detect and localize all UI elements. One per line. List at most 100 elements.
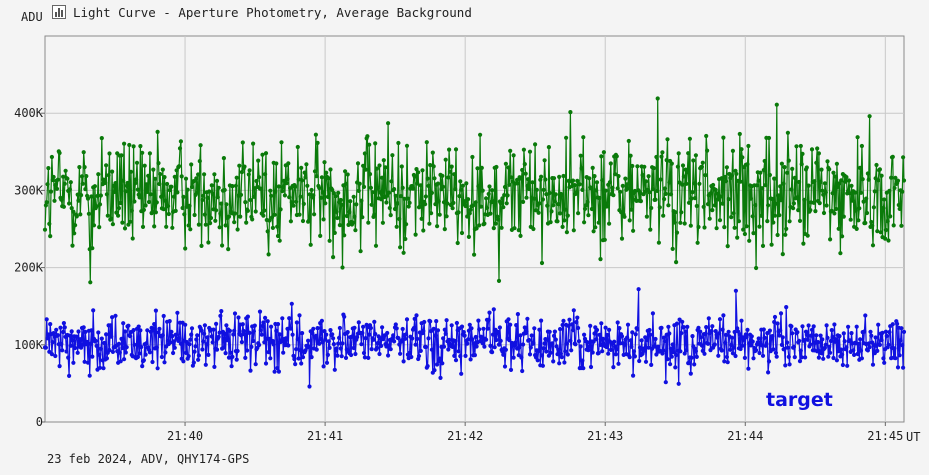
data-point <box>512 226 517 231</box>
data-point <box>254 178 259 184</box>
data-point <box>876 178 881 183</box>
data-point <box>75 350 80 355</box>
data-point <box>152 224 157 229</box>
data-point <box>506 165 511 170</box>
data-point <box>665 357 670 362</box>
data-point <box>636 287 641 292</box>
data-point <box>398 194 404 199</box>
data-point <box>854 226 859 231</box>
data-point <box>411 326 416 331</box>
data-point <box>380 175 385 180</box>
data-point <box>459 230 465 236</box>
data-point <box>769 242 774 247</box>
data-point <box>542 158 547 163</box>
data-point <box>94 343 99 348</box>
data-point <box>613 352 619 357</box>
data-point <box>746 366 751 371</box>
data-point <box>438 375 443 380</box>
data-point <box>548 350 553 355</box>
data-point <box>415 336 420 341</box>
data-point <box>426 183 431 188</box>
data-point <box>863 220 868 226</box>
data-point <box>301 201 306 206</box>
data-point <box>703 173 708 178</box>
y-tick-label: 0 <box>36 415 43 429</box>
data-point <box>209 183 214 188</box>
data-point <box>335 215 340 221</box>
data-point <box>414 167 419 172</box>
data-point <box>88 280 93 285</box>
data-point <box>688 371 693 376</box>
data-point <box>787 362 792 367</box>
data-point <box>295 144 300 150</box>
data-point <box>291 203 296 208</box>
data-point <box>441 344 447 349</box>
data-point <box>775 232 780 238</box>
data-point <box>235 348 240 354</box>
data-point <box>224 323 229 328</box>
data-point <box>679 331 684 336</box>
data-point <box>310 331 315 336</box>
data-point <box>473 200 478 205</box>
data-point <box>432 368 437 373</box>
data-point <box>299 361 304 366</box>
data-point <box>754 265 759 271</box>
data-point <box>866 177 871 182</box>
data-point <box>563 349 568 354</box>
data-point <box>182 212 187 217</box>
data-point <box>674 260 679 265</box>
data-point <box>537 327 542 332</box>
data-point <box>836 226 841 231</box>
data-point <box>88 341 93 346</box>
data-point <box>469 326 474 331</box>
data-point <box>656 240 662 245</box>
data-point <box>597 195 602 201</box>
data-point <box>835 184 840 190</box>
data-point <box>128 334 133 339</box>
data-point <box>717 218 723 223</box>
data-point <box>281 185 286 190</box>
data-point <box>450 206 455 211</box>
data-point <box>177 164 182 169</box>
data-point <box>54 186 60 191</box>
data-point <box>421 228 426 233</box>
data-point <box>487 310 492 315</box>
data-point <box>362 151 367 156</box>
data-point <box>693 349 699 354</box>
data-point <box>128 169 134 174</box>
data-point <box>585 340 590 345</box>
data-point <box>269 215 275 220</box>
data-point <box>220 243 225 248</box>
data-point <box>766 359 772 364</box>
data-point <box>491 307 496 312</box>
data-point <box>566 323 571 329</box>
data-point <box>412 174 417 179</box>
data-point <box>383 165 388 170</box>
data-point <box>863 313 868 318</box>
data-point <box>326 176 331 181</box>
data-point <box>725 244 730 249</box>
data-point <box>178 139 183 144</box>
data-point <box>416 170 421 175</box>
data-point <box>760 186 765 191</box>
data-point <box>257 175 262 180</box>
data-point <box>716 197 721 202</box>
data-point <box>459 371 464 376</box>
data-point <box>326 339 331 344</box>
data-point <box>62 325 67 330</box>
data-point <box>340 341 345 346</box>
data-point <box>831 170 836 175</box>
data-point <box>698 329 703 334</box>
data-point <box>574 320 579 325</box>
data-point <box>85 196 91 201</box>
data-point <box>217 330 222 335</box>
data-point <box>104 332 109 337</box>
data-point <box>560 322 565 328</box>
data-point <box>415 181 420 186</box>
data-point <box>171 194 177 199</box>
data-point <box>394 326 399 331</box>
data-point <box>351 194 356 199</box>
data-point <box>502 184 508 190</box>
data-point <box>576 211 581 216</box>
data-point <box>365 134 370 139</box>
